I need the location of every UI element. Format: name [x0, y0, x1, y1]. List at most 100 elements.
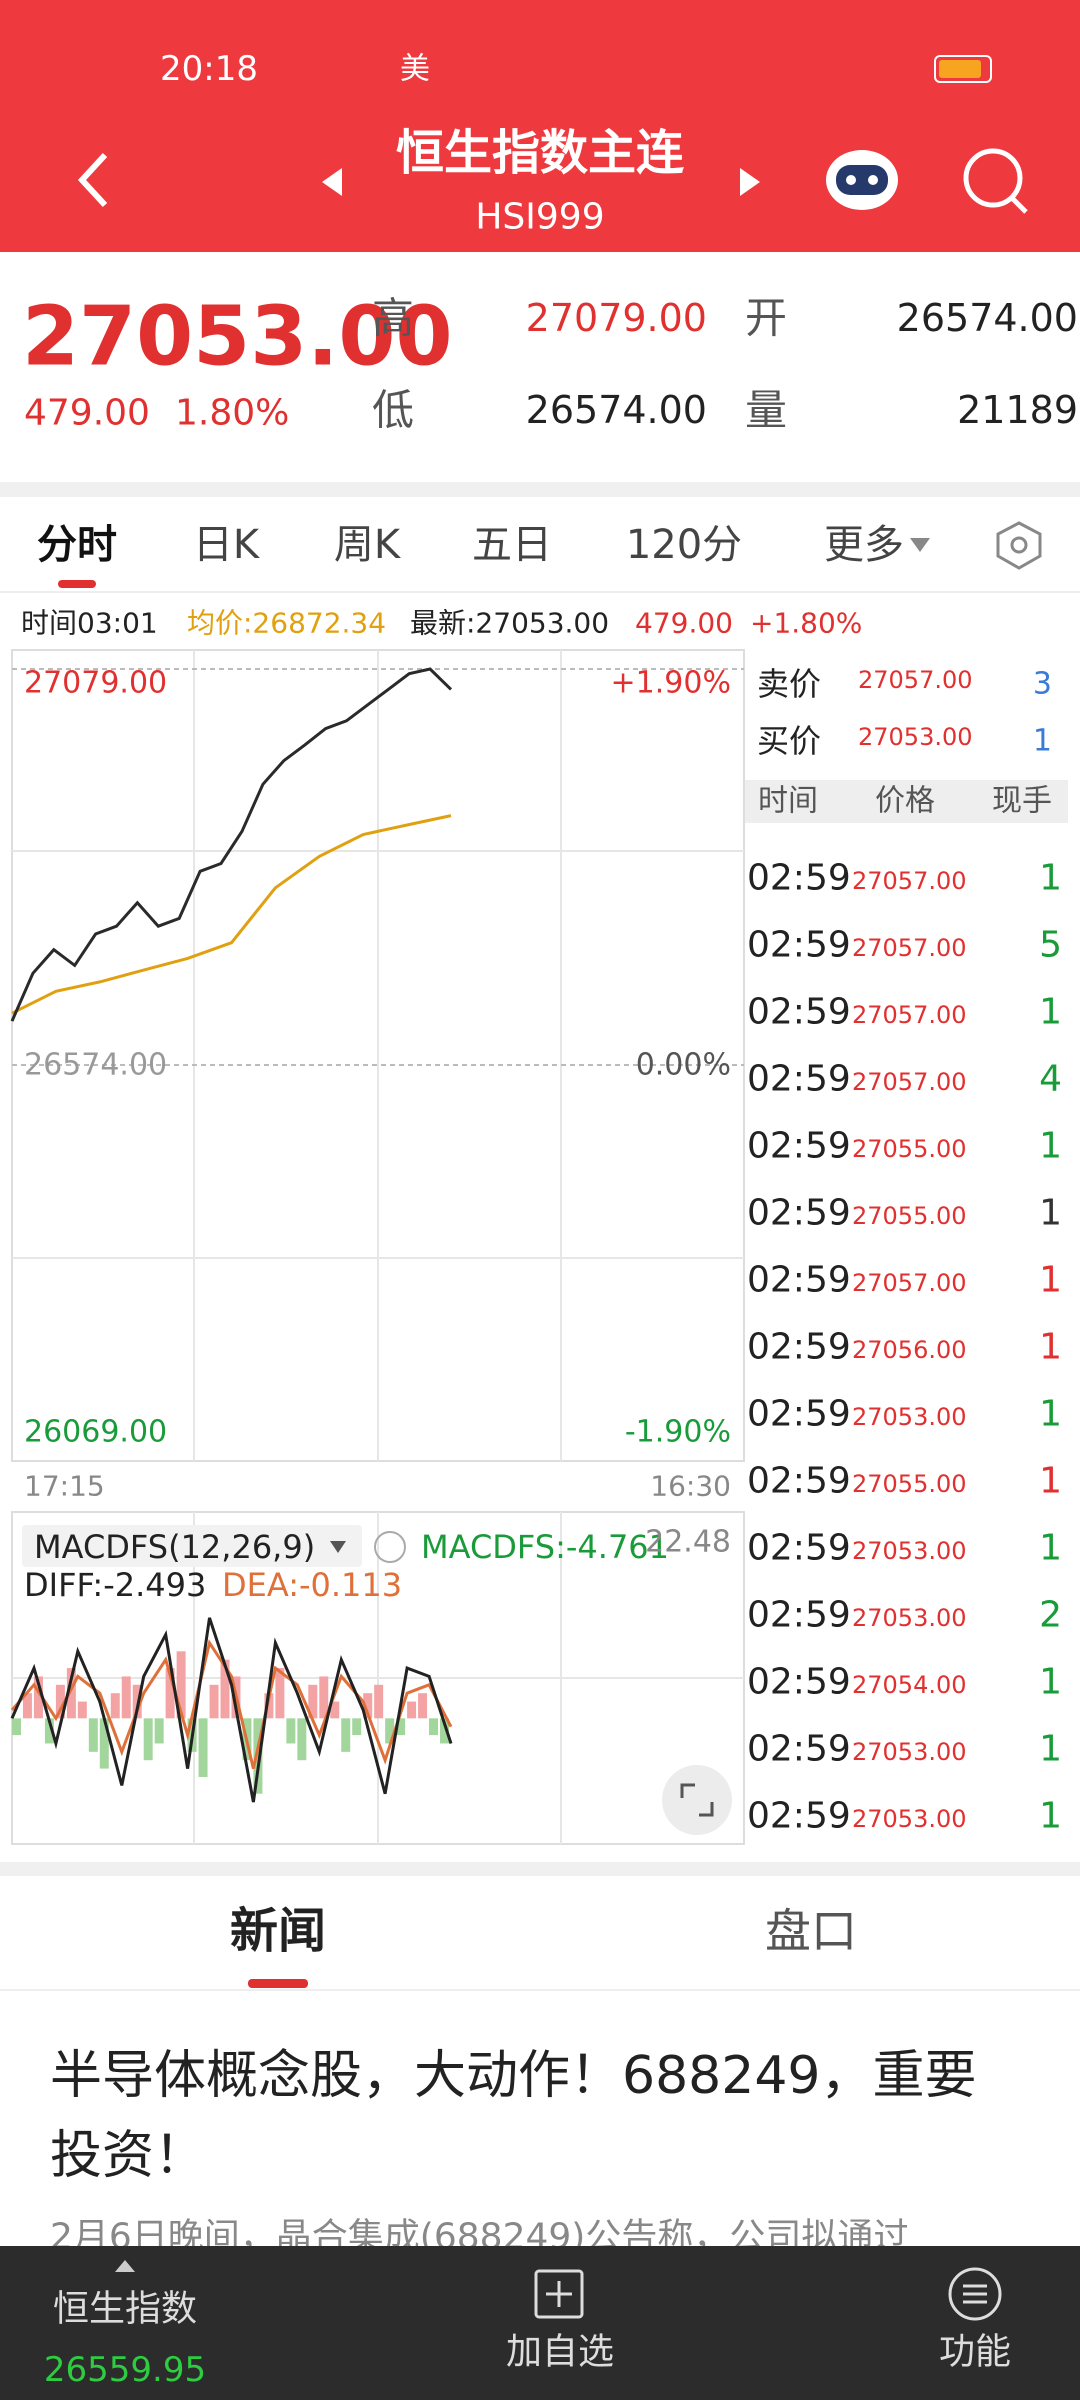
trade-price: 27056.00 — [852, 1336, 967, 1364]
pct-label-high: +1.90% — [611, 666, 731, 701]
trades-column: 现手 — [992, 784, 1052, 819]
pct-label-base: 0.00% — [636, 1048, 731, 1083]
macd-bar — [418, 1693, 428, 1719]
news-headline[interactable]: 半导体概念股，大动作！688249，重要 — [50, 2046, 977, 2106]
macd-bar — [198, 1718, 208, 1777]
trades-column: 时间 — [758, 784, 818, 819]
news-tab[interactable]: 新闻 — [230, 1903, 326, 1959]
menu-lines — [963, 2284, 987, 2304]
news-headline[interactable]: 投资！ — [50, 2126, 206, 2186]
x-label-end: 16:30 — [650, 1470, 731, 1503]
fullscreen-button[interactable] — [662, 1765, 732, 1835]
y-label-base: 26574.00 — [24, 1048, 167, 1083]
separator — [0, 1862, 1080, 1876]
macd-bar — [209, 1684, 219, 1719]
trade-price: 27055.00 — [852, 1135, 967, 1163]
settings-button[interactable] — [996, 521, 1042, 570]
settings-icon — [1010, 536, 1028, 554]
macd-bar — [385, 1718, 395, 1744]
separator — [0, 482, 1080, 497]
trade-time: 02:59 — [747, 1595, 851, 1636]
macd-bar — [407, 1701, 417, 1719]
avg-line — [11, 814, 452, 1015]
macd-bar — [374, 1684, 384, 1719]
macd-bar — [154, 1718, 164, 1744]
macd-bar — [110, 1693, 120, 1719]
macd-bar — [44, 1718, 54, 1744]
prev-button[interactable] — [322, 168, 342, 196]
plus-icon — [546, 2281, 572, 2307]
macd-bar — [264, 1693, 274, 1719]
trades-header-bg — [744, 780, 1068, 823]
search-button[interactable] — [963, 148, 1028, 214]
trade-price: 27055.00 — [852, 1202, 967, 1230]
macd-bar — [121, 1676, 131, 1719]
help-icon[interactable] — [374, 1531, 406, 1563]
trade-volume: 1 — [1039, 992, 1062, 1033]
trade-volume: 1 — [1039, 1729, 1062, 1770]
news-tab-indicator — [248, 1979, 308, 1988]
volume-label: 量 — [745, 386, 787, 435]
trade-price: 27053.00 — [852, 1537, 967, 1565]
last-price: 27053.00 — [22, 290, 453, 385]
news-tab[interactable]: 盘口 — [765, 1904, 857, 1958]
macd-bar — [363, 1693, 373, 1719]
trade-time: 02:59 — [747, 1662, 851, 1703]
ask-label: 卖价 — [757, 665, 821, 703]
chart-tab[interactable]: 分时 — [37, 522, 117, 568]
back-button[interactable] — [77, 152, 108, 208]
macd-bar — [275, 1668, 285, 1719]
functions-label[interactable]: 功能 — [939, 2332, 1011, 2373]
assistant-button[interactable] — [826, 150, 898, 210]
chart-tab[interactable]: 更多 — [824, 522, 904, 568]
trade-price: 27057.00 — [852, 1269, 967, 1297]
indicator-selector[interactable] — [22, 1525, 362, 1567]
dropdown-arrow — [330, 1541, 346, 1553]
high-label: 高 — [372, 294, 414, 343]
status-icon: 美 — [400, 52, 430, 87]
watchlist-label[interactable]: 加自选 — [506, 2332, 614, 2373]
trade-time: 02:59 — [747, 1327, 851, 1368]
high-value: 27079.00 — [526, 296, 707, 340]
trade-volume: 1 — [1039, 1394, 1062, 1435]
macd-bar — [88, 1718, 98, 1752]
trade-price: 27057.00 — [852, 1068, 967, 1096]
macd-bar — [33, 1676, 43, 1719]
index-name[interactable]: 恒生指数 — [53, 2289, 197, 2330]
chart-tab[interactable]: 日K — [193, 522, 261, 568]
watchlist-icon[interactable] — [534, 2269, 584, 2319]
chart-tab[interactable]: 周K — [334, 522, 402, 568]
price-change: 479.00 — [24, 393, 150, 434]
macd-bar — [286, 1718, 296, 1744]
fullscreen-icon — [680, 1783, 714, 1817]
macd-bar — [99, 1718, 109, 1769]
trade-time: 02:59 — [747, 1126, 851, 1167]
macd-bar — [176, 1651, 186, 1719]
trade-time: 02:59 — [747, 992, 851, 1033]
dea-label: DEA:-0.113 — [222, 1566, 402, 1604]
y-label-low: 26069.00 — [24, 1415, 167, 1450]
open-value: 26574.00 — [897, 296, 1078, 340]
macd-bar — [440, 1718, 449, 1744]
functions-icon[interactable] — [948, 2267, 1002, 2321]
trade-time: 02:59 — [747, 1528, 851, 1569]
x-label-start: 17:15 — [24, 1470, 105, 1503]
trade-time: 02:59 — [747, 858, 851, 899]
low-value: 26574.00 — [526, 388, 707, 432]
battery-level — [939, 60, 981, 78]
index-value: 26559.95 — [44, 2350, 206, 2390]
volume-value: 21189 — [957, 388, 1078, 432]
info-latest: 最新:27053.00 — [410, 607, 609, 640]
pct-label-low: -1.90% — [625, 1415, 731, 1450]
battery — [934, 55, 992, 83]
trade-volume: 4 — [1039, 1059, 1062, 1100]
chart-tab[interactable]: 五日 — [472, 522, 552, 568]
macd-title: MACDFS(12,26,9) — [34, 1528, 315, 1566]
next-button[interactable] — [740, 168, 760, 196]
more-arrow — [910, 538, 930, 552]
macd-bar — [319, 1676, 329, 1719]
chart-tab[interactable]: 120分 — [626, 522, 742, 568]
trade-price: 27055.00 — [852, 1470, 967, 1498]
